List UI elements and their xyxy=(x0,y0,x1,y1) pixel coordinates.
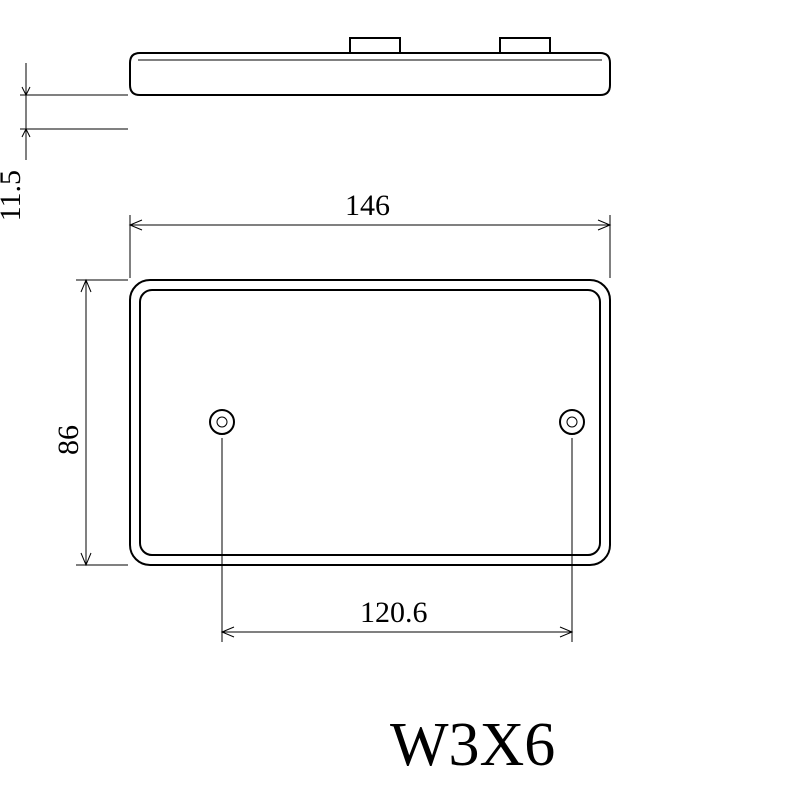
dim-vheight-label: 86 xyxy=(52,425,85,455)
side-view-tab-1 xyxy=(350,38,400,53)
front-inner xyxy=(140,290,600,555)
front-view xyxy=(130,280,610,565)
dim-hole-spacing: 120.6 xyxy=(222,438,572,642)
drawing-title: W3X6 xyxy=(390,711,555,779)
side-view-body xyxy=(130,53,610,95)
side-view xyxy=(130,38,610,95)
dim-width-label: 146 xyxy=(345,189,390,222)
hole-right xyxy=(560,410,584,434)
technical-drawing: 11.5 146 86 xyxy=(0,0,800,800)
side-view-tab-2 xyxy=(500,38,550,53)
dim-width-146: 146 xyxy=(130,189,610,278)
hole-left xyxy=(210,410,234,434)
dim-hole-spacing-label: 120.6 xyxy=(360,596,428,629)
dim-vheight-86: 86 xyxy=(52,280,128,565)
dim-height-label: 11.5 xyxy=(0,170,27,221)
front-outer xyxy=(130,280,610,565)
dim-height-11-5: 11.5 xyxy=(0,63,128,221)
